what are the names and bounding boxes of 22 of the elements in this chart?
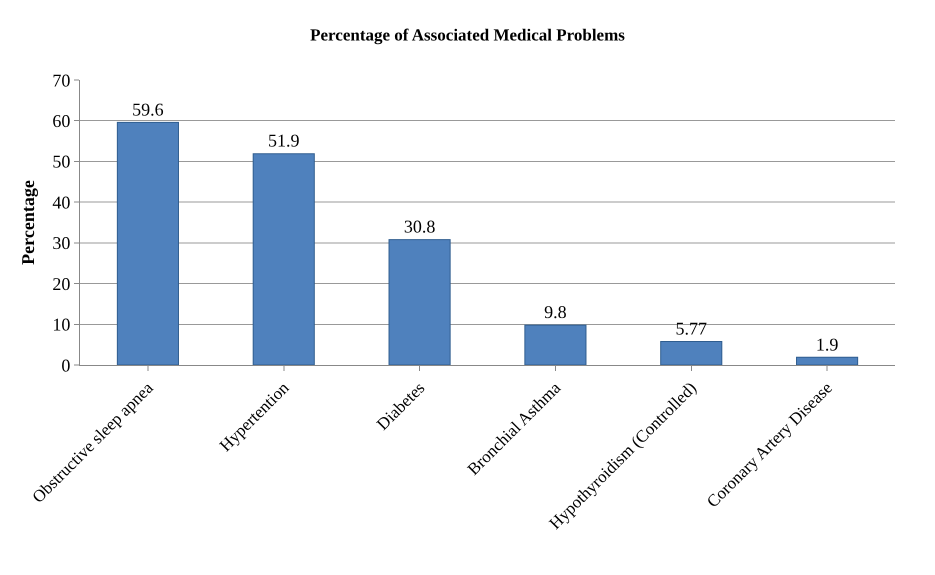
data-label: 5.77 <box>676 318 707 339</box>
chart-title: Percentage of Associated Medical Problems <box>310 26 626 45</box>
y-tick-label: 60 <box>52 111 70 132</box>
data-label: 51.9 <box>268 130 300 151</box>
y-tick-label: 40 <box>52 192 70 212</box>
bar <box>252 153 315 365</box>
bar <box>524 324 586 365</box>
y-tick-label: 20 <box>52 274 70 294</box>
y-tick-label: 30 <box>52 233 70 254</box>
y-tick-label: 10 <box>52 314 70 335</box>
data-label: 1.9 <box>816 334 838 354</box>
bar <box>116 122 179 365</box>
bar <box>388 239 451 365</box>
bar <box>660 341 722 365</box>
data-label: 9.8 <box>544 302 567 322</box>
y-tick-label: 70 <box>52 70 70 90</box>
y-tick-label: 50 <box>52 152 70 172</box>
y-axis-title: Percentage <box>18 180 38 265</box>
y-tick-label: 0 <box>61 355 70 376</box>
bar <box>796 356 858 365</box>
data-label: 59.6 <box>132 99 164 120</box>
data-label: 30.8 <box>404 216 436 237</box>
